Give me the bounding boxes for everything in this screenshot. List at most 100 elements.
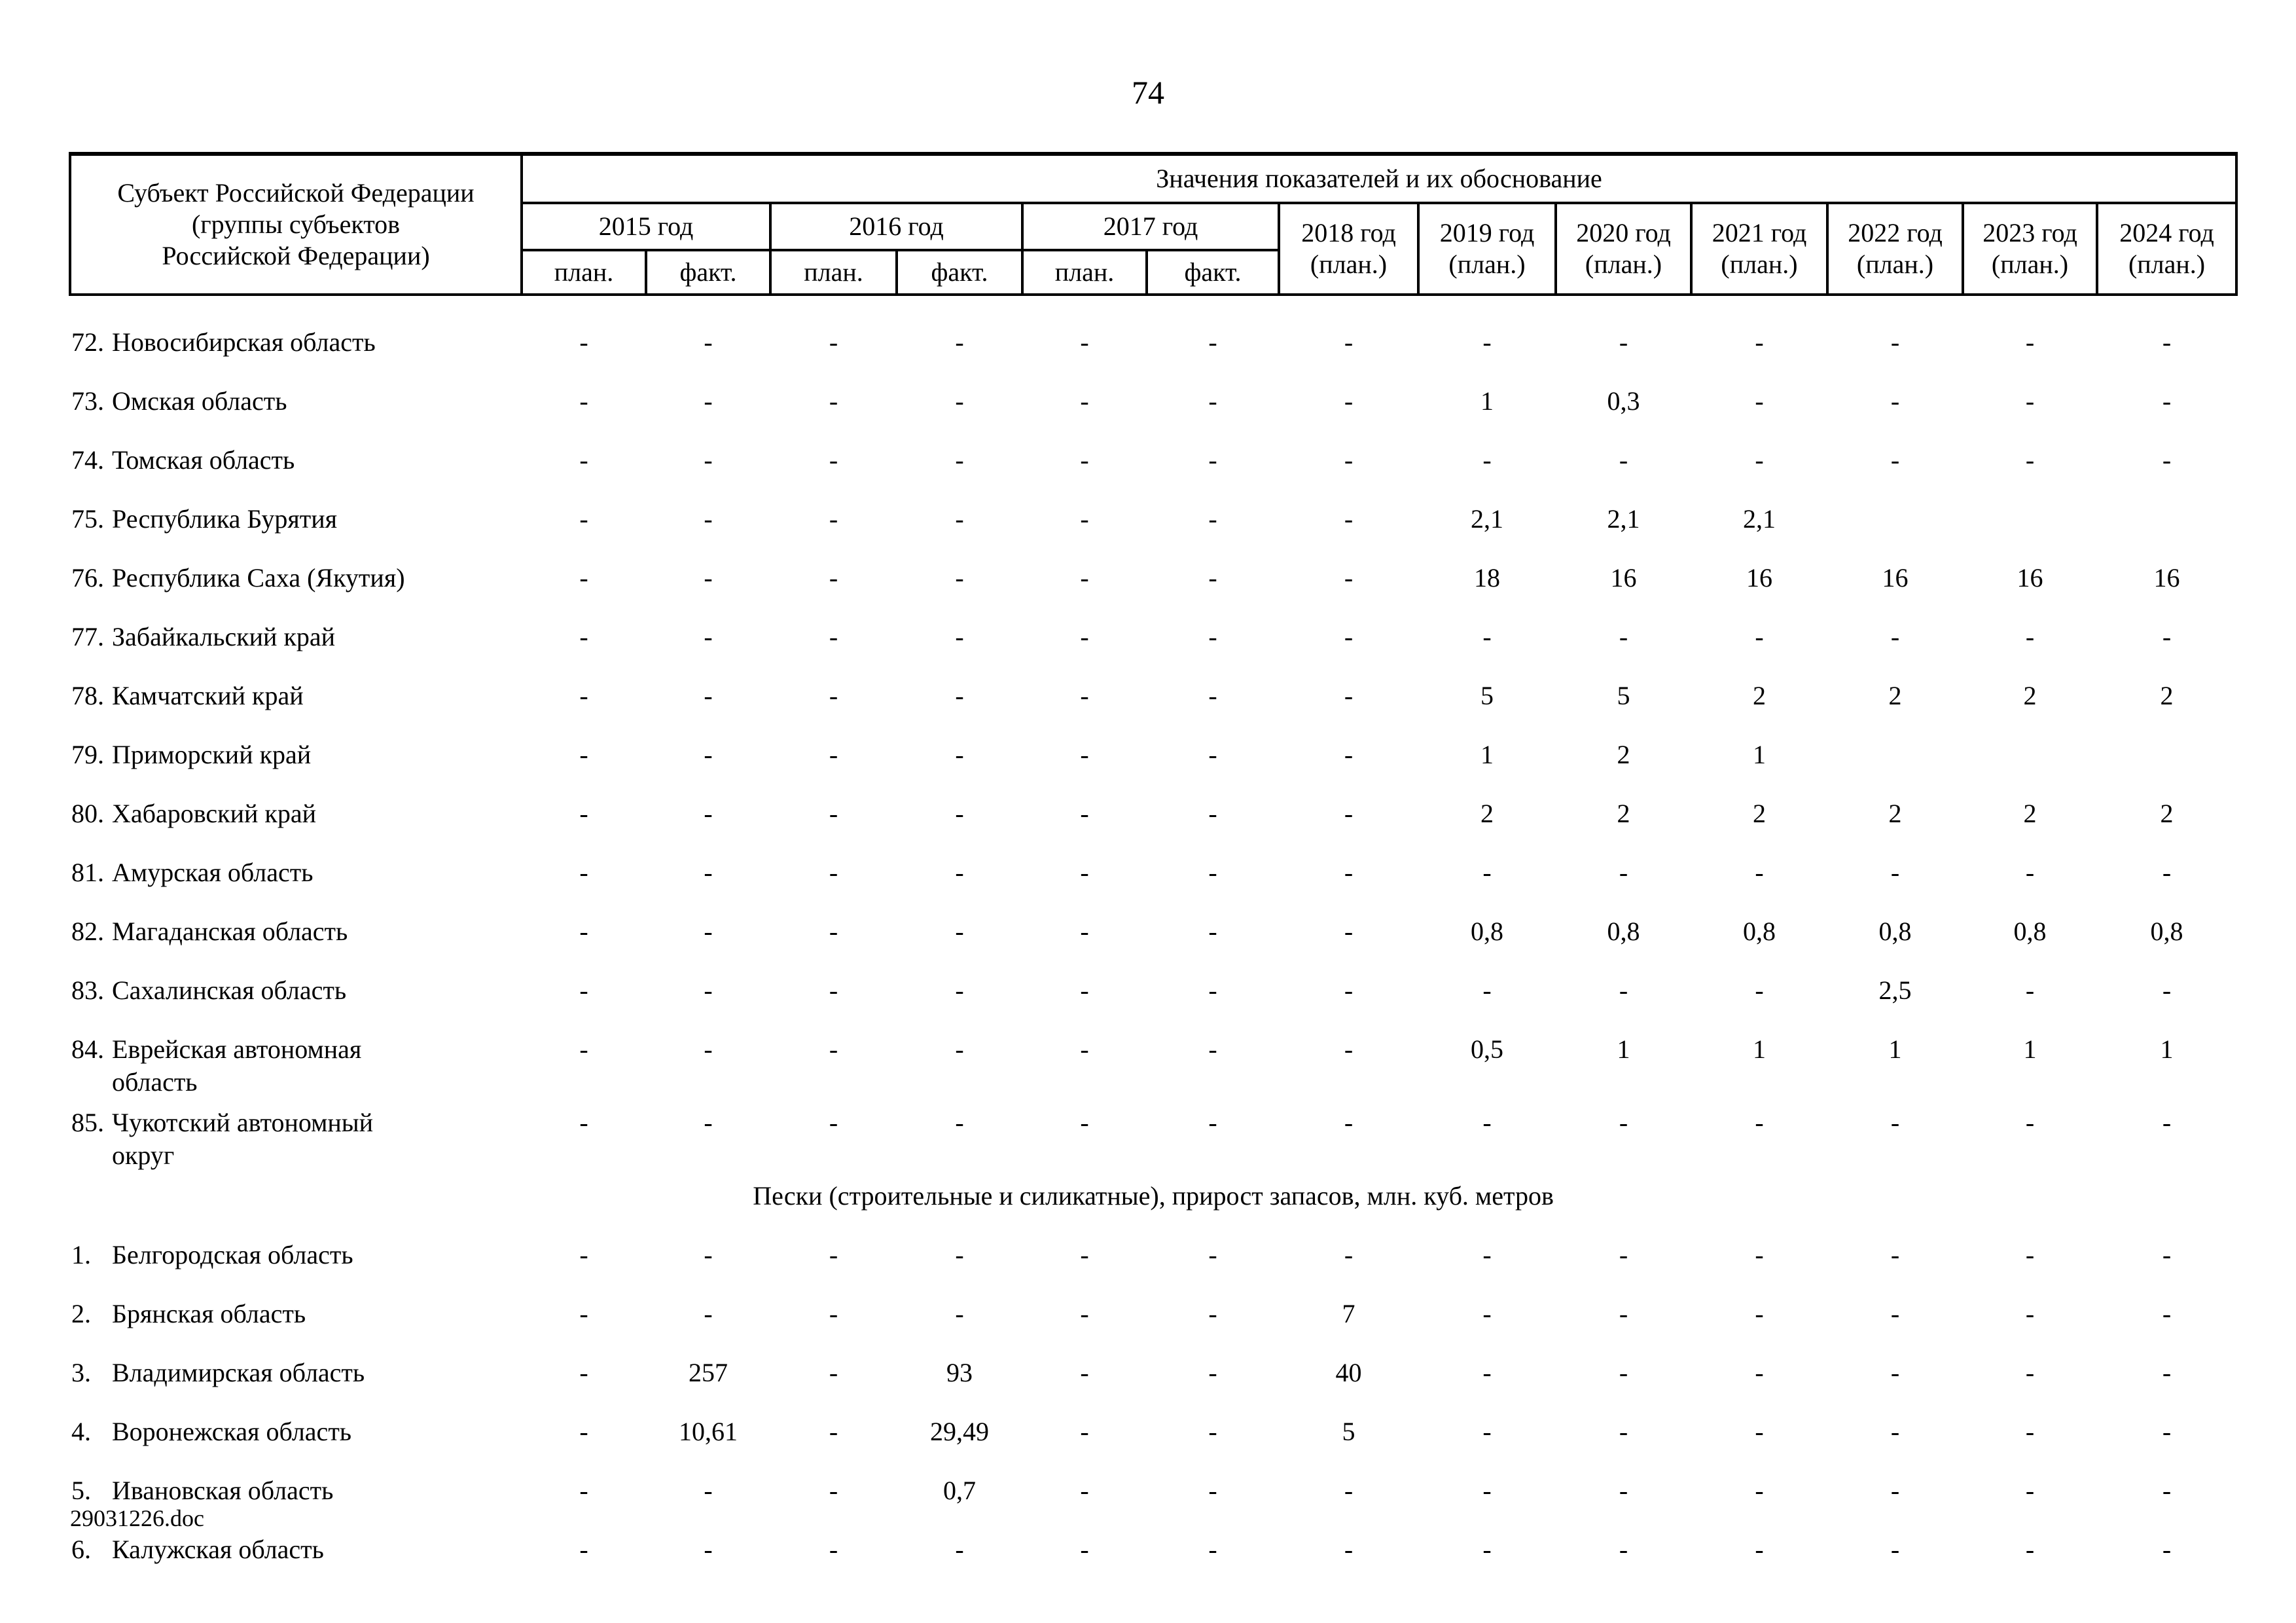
value-cell: - <box>579 1535 588 1564</box>
region-name: Магаданская область <box>112 917 348 946</box>
value-cell: - <box>955 1240 964 1269</box>
subcol-2015-plan: план. <box>520 249 647 296</box>
value-cell: 0,8 <box>1878 917 1912 946</box>
value-cell: - <box>579 681 588 710</box>
value-cell: - <box>2162 858 2172 887</box>
value-cell: - <box>829 445 838 475</box>
row-number: 80. <box>71 799 104 828</box>
value-cell: 257 <box>689 1358 728 1387</box>
value-cell: - <box>1619 1417 1628 1446</box>
value-cell: - <box>1755 858 1764 887</box>
value-cell: - <box>1482 622 1492 651</box>
value-cell: 0,3 <box>1607 386 1640 416</box>
value-cell: - <box>1619 976 1628 1005</box>
value-cell: - <box>1080 504 1089 534</box>
region-cell: 77. Забайкальский край <box>70 613 522 672</box>
value-cell: - <box>1344 445 1354 475</box>
value-cell: - <box>829 1535 838 1564</box>
value-cell: - <box>579 1108 588 1137</box>
value-cell: - <box>579 858 588 887</box>
value-cell: - <box>2025 1535 2035 1564</box>
value-cell: - <box>704 799 713 828</box>
value-cell: - <box>579 1476 588 1505</box>
value-cell: 5 <box>1480 681 1494 710</box>
row-number: 81. <box>71 858 104 887</box>
value-cell: - <box>1344 1108 1354 1137</box>
value-cell: - <box>955 1535 964 1564</box>
value-cell: 16 <box>2017 563 2043 593</box>
value-cell: - <box>1208 1108 1217 1137</box>
value-cell: 16 <box>1882 563 1909 593</box>
value-cell: 1 <box>1480 740 1494 769</box>
region-name: Новосибирская область <box>112 327 376 357</box>
row-number: 74. <box>71 445 104 475</box>
value-cell: - <box>579 740 588 769</box>
year-2021: 2021 год (план.) <box>1690 202 1829 296</box>
value-cell: 0,8 <box>2013 917 2047 946</box>
value-cell: - <box>704 1034 713 1064</box>
table-row: 78. Камчатский край - - - - - - - 5 5 2 2 2 2 <box>70 672 2236 731</box>
value-cell: - <box>1208 1476 1217 1505</box>
value-cell: - <box>1755 327 1764 357</box>
value-cell: - <box>1755 386 1764 416</box>
subcol-2016-plan: план. <box>769 249 898 296</box>
value-cell: - <box>1619 1299 1628 1328</box>
value-cell: - <box>955 1034 964 1064</box>
value-cell: - <box>704 327 713 357</box>
value-cell: - <box>1208 563 1217 593</box>
region-cell: 85. Чукотский автономный округ <box>70 1099 522 1172</box>
table-row: 6. Калужская область - - - - - - - - - - - - - <box>70 1525 2236 1584</box>
value-cell: 0,8 <box>1743 917 1776 946</box>
value-cell: 1 <box>1753 1034 1766 1064</box>
value-cell: - <box>955 799 964 828</box>
value-cell <box>1827 731 1963 790</box>
value-cell: - <box>1890 445 1900 475</box>
value-cell: - <box>2025 445 2035 475</box>
value-cell: - <box>829 740 838 769</box>
row-number: 73. <box>71 386 104 416</box>
value-cell: - <box>1755 1240 1764 1269</box>
value-cell: - <box>1080 563 1089 593</box>
region-name: Томская область <box>112 445 295 475</box>
value-cell: - <box>2025 976 2035 1005</box>
region-cell: 81. Амурская область <box>70 848 522 907</box>
value-cell: - <box>704 858 713 887</box>
value-cell: - <box>1890 1535 1900 1564</box>
value-cell: - <box>2025 1417 2035 1446</box>
value-cell: 2 <box>2160 799 2174 828</box>
header-row-titles: Субъект Российской Федерации (группы суб… <box>69 152 2238 296</box>
row-number: 6. <box>71 1535 91 1564</box>
subcol-2015-fact: факт. <box>645 249 772 296</box>
value-cell: - <box>1208 622 1217 651</box>
region-cell: 80. Хабаровский край <box>70 790 522 848</box>
value-cell: - <box>1755 1358 1764 1387</box>
region-cell: 2. Брянская область <box>70 1290 522 1349</box>
value-cell: - <box>829 1108 838 1137</box>
value-cell: - <box>2025 1108 2035 1137</box>
value-cell: - <box>955 622 964 651</box>
value-cell: - <box>1482 1358 1492 1387</box>
value-cell: - <box>1482 976 1492 1005</box>
year-2015: 2015 год <box>520 202 772 251</box>
table-row: 83. Сахалинская область - - - - - - - - - - 2,5 - - <box>70 966 2236 1025</box>
value-cell: - <box>1080 1299 1089 1328</box>
value-cell: - <box>1344 386 1354 416</box>
value-cell: - <box>1080 976 1089 1005</box>
value-cell: - <box>1208 917 1217 946</box>
value-cell: - <box>704 740 713 769</box>
value-cell: 2,1 <box>1471 504 1503 534</box>
value-cell: - <box>1755 976 1764 1005</box>
region-cell: 4. Воронежская область <box>70 1408 522 1467</box>
value-cell: - <box>2162 1240 2172 1269</box>
value-cell: - <box>704 504 713 534</box>
table-row: 3. Владимирская область - 257 - 93 - - 40 - - - - - - <box>70 1349 2236 1408</box>
value-cell: - <box>704 1535 713 1564</box>
value-cell: - <box>1619 445 1628 475</box>
table-body: 72. Новосибирская область - - - - - - - - - - - - -73.… <box>70 295 2236 1584</box>
value-cell: - <box>1080 917 1089 946</box>
value-cell: - <box>955 1108 964 1137</box>
value-cell: - <box>955 1299 964 1328</box>
value-cell: - <box>704 681 713 710</box>
row-number: 82. <box>71 917 104 946</box>
